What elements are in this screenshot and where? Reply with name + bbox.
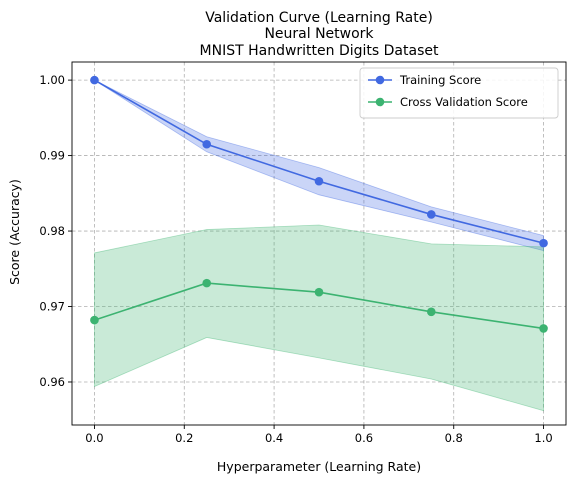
legend-box xyxy=(359,67,559,119)
chart-title-line-3: MNIST Handwritten Digits Dataset xyxy=(200,43,439,59)
legend-label: Training Score xyxy=(399,73,481,87)
y-axis-label: Score (Accuracy) xyxy=(7,179,22,285)
y-tick-label: 0.98 xyxy=(39,224,65,238)
data-point-series-0 xyxy=(314,176,324,186)
chart-title-line-1: Validation Curve (Learning Rate) xyxy=(205,10,433,26)
x-tick-label: 0.6 xyxy=(355,431,373,445)
y-tick-label: 0.96 xyxy=(39,375,65,389)
chart-title: Validation Curve (Learning Rate) Neural … xyxy=(200,10,439,59)
legend: Training Score Cross Validation Score xyxy=(359,67,559,119)
data-point-series-0 xyxy=(202,139,212,149)
data-point-series-1 xyxy=(202,278,212,288)
x-tick-label: 1.0 xyxy=(534,431,552,445)
x-tick-label: 0.4 xyxy=(265,431,283,445)
confidence-bands xyxy=(94,79,544,412)
axis-ticks: 0.0 0.2 0.4 0.6 0.8 1.0 0.96 0.97 0.98 0.99 1.00 xyxy=(39,73,552,445)
plot-frame xyxy=(71,61,567,426)
data-point-series-1 xyxy=(90,315,99,325)
x-tick-label: 0.8 xyxy=(445,431,463,445)
x-tick-label: 0.0 xyxy=(85,431,103,445)
data-point-series-1 xyxy=(426,307,436,317)
legend-label: Cross Validation Score xyxy=(400,95,528,109)
data-point-series-0 xyxy=(539,238,548,248)
legend-marker xyxy=(375,97,385,107)
data-point-series-1 xyxy=(314,287,324,297)
data-point-series-1 xyxy=(539,324,548,333)
x-tick-label: 0.2 xyxy=(175,431,193,445)
confidence-band-series-1 xyxy=(94,224,544,412)
y-tick-label: 1.00 xyxy=(39,73,65,87)
x-axis-label: Hyperparameter (Learning Rate) xyxy=(217,459,421,474)
data-point-series-0 xyxy=(426,210,436,219)
y-tick-label: 0.99 xyxy=(39,149,65,163)
y-tick-label: 0.97 xyxy=(39,300,65,314)
chart-title-line-2: Neural Network xyxy=(264,26,374,42)
series-points xyxy=(90,75,548,333)
data-point-series-0 xyxy=(90,75,99,85)
legend-marker xyxy=(375,75,385,85)
